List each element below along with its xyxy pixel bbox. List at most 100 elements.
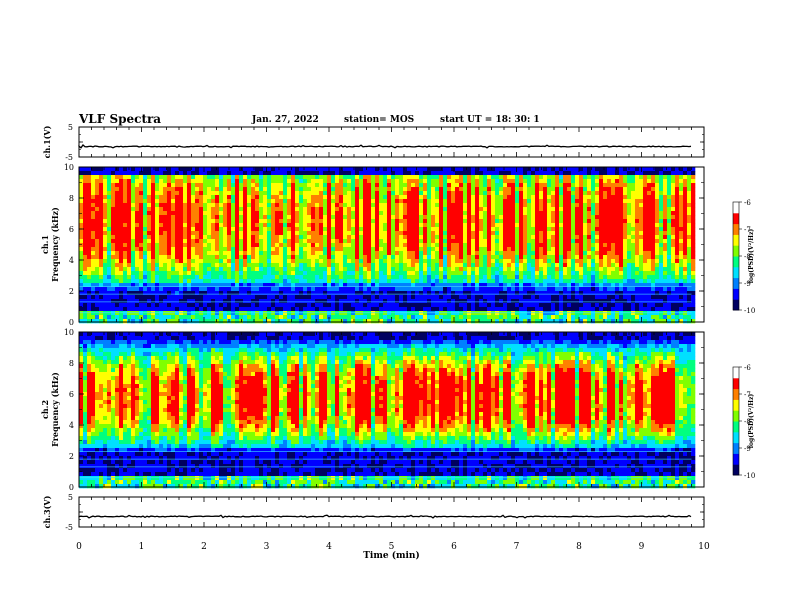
ch2-spectrogram-colorbar-cell	[733, 408, 739, 411]
ch1-spectrogram-colorbar-cell	[733, 220, 739, 223]
ch1-spectrogram-colorbar-cell	[733, 275, 739, 279]
xtick-label: 5	[389, 542, 395, 552]
ch1-spectrogram-colorbar-cell	[733, 241, 739, 244]
ch2-spectrogram-colorbar-cell	[733, 431, 739, 435]
ch1-spectrogram-colorbar-cell	[733, 248, 739, 252]
ch1-spectrogram-cells	[79, 167, 696, 324]
ch1-spectrogram-ytick-label: 0	[69, 318, 74, 327]
ch2-spectrogram-colorbar-cell	[733, 403, 739, 406]
xtick-label: 1	[139, 542, 145, 552]
ch2-spectrogram-ytick-label: 0	[69, 483, 74, 492]
ch2-spectrogram-colorbar-cell	[733, 421, 739, 424]
xaxis-label: Time (min)	[363, 550, 420, 561]
ch2-spectrogram-cells	[79, 332, 696, 489]
ch1-spectrogram-colorbar-cell	[733, 302, 739, 306]
ch1-spectrogram-colorbar-cell	[733, 268, 739, 271]
ch2-spectrogram-colorbar-cell	[733, 464, 739, 467]
ch1-spectrogram-colorbar-cell	[733, 297, 739, 300]
ch2-spectrogram-colorbar-cell	[733, 433, 739, 436]
ch1-spectrogram-colorbar-cell	[733, 283, 739, 286]
ch1-spectrogram-colorbar-cell	[733, 203, 739, 207]
ch2-spectrogram-colorbar-cell	[733, 388, 739, 391]
ch1-spectrogram-colorbar-tick-label: -8	[744, 253, 751, 261]
ch2-spectrogram-colorbar-cell	[733, 390, 739, 393]
ch1-spectrogram-colorbar-cell	[733, 205, 739, 208]
ch1-spectrogram-ytick-label: 4	[69, 256, 74, 265]
ch1-spectrogram-colorbar-cell	[733, 306, 739, 309]
ch1-spectrogram-colorbar-cell	[733, 216, 739, 219]
ch2-spectrogram-colorbar-tick-label: -6	[744, 364, 751, 372]
ch2-spectrogram-colorbar-cell	[733, 412, 739, 415]
ch1-spectrogram-colorbar-cell	[733, 279, 739, 282]
ch1-spectrogram-colorbar-cell	[733, 229, 739, 232]
xtick-label: 2	[201, 542, 207, 552]
ch1-spectrogram-colorbar-cell	[733, 232, 739, 235]
ch1-spectrogram-colorbar-cell	[733, 202, 739, 205]
ch1-spectrogram-colorbar-cell	[733, 239, 739, 243]
ch1-waveform-trace	[78, 144, 692, 149]
ch3-waveform-ytick-label: 5	[68, 493, 73, 502]
ch2-spectrogram-colorbar-cell	[733, 381, 739, 384]
station-label: station= MOS	[344, 115, 415, 125]
ch1-spectrogram-colorbar-tick-label: -10	[744, 307, 755, 315]
ch2-spectrogram-colorbar-cell	[733, 458, 739, 462]
start-time-label: start UT = 18: 30: 1	[440, 115, 540, 125]
ch1-spectrogram-colorbar-cell	[733, 259, 739, 262]
ch2-spectrogram-colorbar-cell	[733, 417, 739, 420]
xtick-label: 7	[514, 542, 520, 552]
ch1-spectrogram-ytick-label: 10	[64, 163, 74, 172]
ch2-spectrogram-colorbar-cell	[733, 422, 739, 426]
ch1-waveform-ytick-label: 5	[68, 123, 73, 132]
ch1-spectrogram-colorbar-cell	[733, 266, 739, 270]
ch2-spectrogram-colorbar-cell	[733, 406, 739, 409]
ch1-spectrogram-colorbar-cell	[733, 284, 739, 288]
ch1-spectrogram-colorbar-tick-label: -7	[744, 226, 751, 234]
ch1-spectrogram-colorbar-cell	[733, 250, 739, 253]
xtick-label: 3	[264, 542, 270, 552]
ch1-spectrogram-ylabel-freq: Frequency (kHz)	[50, 207, 60, 282]
ch2-spectrogram-colorbar-cell	[733, 395, 739, 399]
ch3-waveform-trace	[78, 514, 692, 519]
ch2-spectrogram-colorbar-cell	[733, 367, 739, 370]
ch2-spectrogram-colorbar-cell	[733, 449, 739, 453]
ch2-spectrogram-colorbar-cell	[733, 439, 739, 442]
ch2-spectrogram-colorbar-cell	[733, 392, 739, 395]
ch2-spectrogram-colorbar-cell	[733, 469, 739, 472]
ch2-spectrogram-ytick-label: 8	[69, 359, 74, 368]
ch2-spectrogram-colorbar-cell	[733, 442, 739, 445]
ch2-spectrogram-colorbar-cell	[733, 435, 739, 438]
ch1-spectrogram-colorbar-cell	[733, 295, 739, 298]
ch2-spectrogram-colorbar-cell	[733, 374, 739, 377]
ch1-spectrogram-colorbar-cell	[733, 288, 739, 291]
ch1-spectrogram-colorbar-cell	[733, 263, 739, 266]
ch2-spectrogram-colorbar-cell	[733, 446, 739, 449]
ch2-spectrogram-colorbar-cell	[733, 437, 739, 440]
ch1-spectrogram-colorbar-cell	[733, 243, 739, 246]
xtick-label: 10	[698, 542, 710, 552]
ch1-spectrogram-colorbar-cell	[733, 257, 739, 261]
ch2-spectrogram-colorbar-cell	[733, 467, 739, 471]
ch1-spectrogram-colorbar-cell	[733, 207, 739, 210]
xtick-label: 8	[576, 542, 582, 552]
ch1-spectrogram-colorbar-cell	[733, 209, 739, 212]
ch1-spectrogram-colorbar-cell	[733, 230, 739, 234]
ch2-spectrogram-colorbar-cell	[733, 379, 739, 382]
ch2-spectrogram-colorbar-label: log(PSD)(V²/Hz)	[748, 394, 755, 449]
ch1-spectrogram-colorbar-cell	[733, 292, 739, 295]
figure-title: VLF Spectra	[79, 112, 162, 126]
ch1-spectrogram-colorbar-cell	[733, 227, 739, 230]
ch2-spectrogram-colorbar-cell	[733, 415, 739, 418]
ch1-spectrogram-colorbar-cell	[733, 301, 739, 304]
ch1-spectrogram-colorbar-cell	[733, 236, 739, 239]
ch2-spectrogram-colorbar-cell	[733, 473, 739, 476]
ch1-waveform-ytick-label: -5	[65, 153, 73, 162]
xtick-label: 4	[326, 542, 332, 552]
ch2-spectrogram-colorbar-cell	[733, 413, 739, 417]
ch2-spectrogram-colorbar-cell	[733, 462, 739, 465]
ch1-spectrogram-colorbar-cell	[733, 218, 739, 221]
ch1-spectrogram-colorbar-cell	[733, 277, 739, 280]
xtick-label: 0	[76, 542, 82, 552]
ch2-spectrogram-colorbar-cell	[733, 419, 739, 422]
ch1-spectrogram-colorbar-cell	[733, 212, 739, 216]
